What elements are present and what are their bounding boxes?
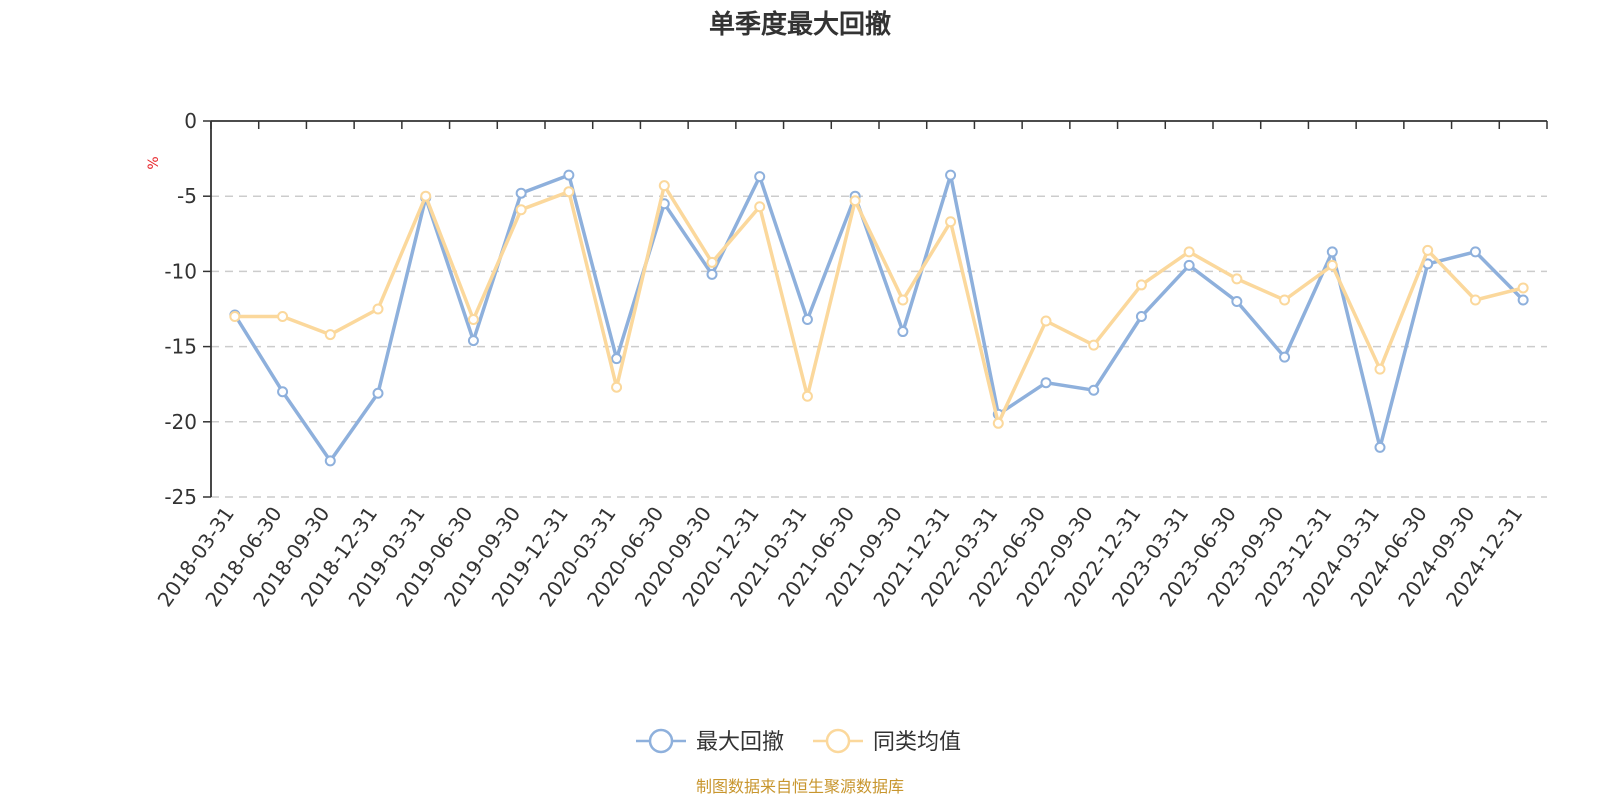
legend-circle-icon	[648, 728, 674, 754]
data-point	[1088, 384, 1100, 396]
data-point	[1088, 339, 1100, 351]
data-point	[1231, 295, 1243, 307]
data-point	[515, 187, 527, 199]
data-point	[1183, 259, 1195, 271]
data-point	[277, 386, 289, 398]
data-point	[1231, 273, 1243, 285]
y-tick-label: -15	[164, 335, 197, 359]
data-point	[1135, 311, 1147, 323]
x-axis-ticks: 2018-03-312018-06-302018-09-302018-12-31…	[153, 121, 1548, 611]
data-point	[992, 417, 1004, 429]
data-point	[1422, 244, 1434, 256]
data-point	[945, 169, 957, 181]
legend-item-1[interactable]: 最大回撤	[636, 728, 784, 755]
data-point	[1326, 259, 1338, 271]
data-point	[1279, 351, 1291, 363]
data-point	[706, 268, 718, 280]
data-point	[372, 303, 384, 315]
y-axis-unit-label: %	[146, 156, 162, 169]
series-line	[233, 173, 1525, 463]
series-layer	[229, 169, 1529, 467]
data-point	[515, 204, 527, 216]
legend-label: 最大回撤	[696, 730, 784, 755]
series-line	[234, 183, 1524, 426]
data-point	[1469, 294, 1481, 306]
data-point	[229, 311, 241, 323]
y-tick-label: -20	[164, 410, 197, 434]
data-point	[658, 180, 670, 192]
data-point	[1135, 279, 1147, 291]
data-point	[563, 186, 575, 198]
data-point	[706, 256, 718, 268]
data-point	[849, 195, 861, 207]
y-tick-label: -25	[164, 485, 197, 509]
data-point	[1517, 282, 1529, 294]
data-point	[801, 390, 813, 402]
series-2	[229, 180, 1529, 429]
legend-circle-icon	[825, 728, 851, 754]
data-point	[611, 353, 623, 365]
source-note: 制图数据来自恒生聚源数据库	[696, 777, 904, 796]
y-tick-label: 0	[184, 109, 197, 133]
data-point	[754, 201, 766, 213]
data-point	[897, 294, 909, 306]
data-point	[420, 190, 432, 202]
data-point	[372, 387, 384, 399]
data-point	[801, 314, 813, 326]
data-point	[563, 169, 575, 181]
data-point	[1326, 246, 1338, 258]
data-point	[611, 381, 623, 393]
data-point	[897, 326, 909, 338]
data-point	[1374, 363, 1386, 375]
data-point	[324, 329, 336, 341]
data-point	[754, 171, 766, 183]
data-point	[467, 335, 479, 347]
y-tick-label: -5	[177, 184, 197, 208]
data-point	[1374, 441, 1386, 453]
chart-title: 单季度最大回撤	[709, 9, 891, 40]
grid-lines	[211, 195, 1547, 498]
data-point	[1279, 294, 1291, 306]
data-point	[467, 314, 479, 326]
legend[interactable]: 最大回撤 同类均值	[636, 728, 961, 755]
data-point	[1469, 246, 1481, 258]
legend-label: 同类均值	[873, 730, 961, 755]
legend-item-2[interactable]: 同类均值	[813, 728, 961, 755]
data-point	[277, 311, 289, 323]
data-point	[1517, 294, 1529, 306]
data-point	[1040, 377, 1052, 389]
data-point	[945, 216, 957, 228]
y-tick-label: -10	[164, 259, 197, 283]
data-point	[324, 455, 336, 467]
y-axis-ticks: 0 -5 -10 -15 -20 -25	[164, 109, 211, 509]
data-point	[1183, 246, 1195, 258]
data-point	[1040, 315, 1052, 327]
